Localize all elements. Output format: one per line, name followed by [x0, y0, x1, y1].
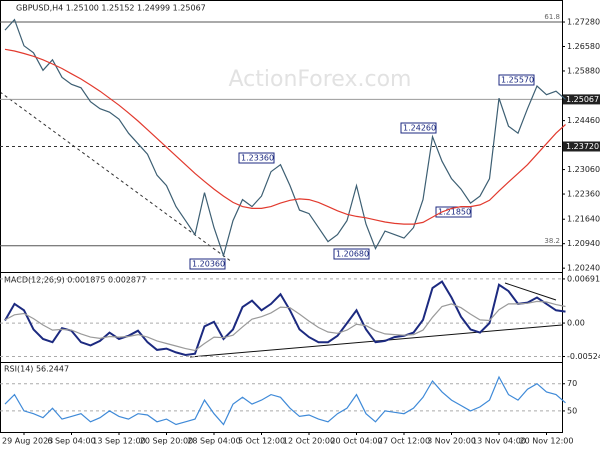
annotation-box — [435, 206, 472, 218]
annotation: 1.20680 — [336, 250, 369, 259]
price-tag-label: 1.25067 — [566, 95, 599, 104]
y-tick-label: 1.27280 — [567, 18, 600, 27]
x-tick-label: 13 Sep 12:00 — [92, 437, 145, 446]
panel-title: MACD(12,26,9) 0.001875 0.002877 — [4, 276, 146, 285]
annotation: 1.21850 — [438, 208, 471, 217]
trend-line — [189, 324, 563, 358]
y-tick-label: 1.21640 — [567, 215, 600, 224]
trend-line — [504, 282, 557, 301]
series-line — [4, 280, 566, 357]
annotation-box — [400, 122, 437, 134]
y-tick-label: 1.24460 — [567, 116, 600, 125]
series-line — [4, 300, 566, 352]
panel-title: RSI(14) 56.2447 — [4, 365, 69, 374]
series-line — [4, 48, 566, 225]
fib-label: 38.2 — [544, 237, 560, 245]
price-tag-label: 1.23720 — [566, 142, 599, 151]
x-tick-label: 29 Aug 2023 — [2, 437, 53, 446]
price-tag — [563, 94, 600, 105]
x-tick-label: 12 Oct 20:00 — [283, 437, 335, 446]
x-tick-label: 20 Nov 12:00 — [520, 437, 574, 446]
x-tick-label: 27 Oct 12:00 — [378, 437, 430, 446]
y-tick-label: -0.005241 — [567, 352, 600, 361]
annotation-box — [498, 74, 535, 86]
y-tick-label: 1.20240 — [567, 264, 600, 273]
watermark: ActionForex.com — [229, 67, 412, 92]
annotation: 1.24260 — [403, 124, 436, 133]
panel-frame — [0, 0, 563, 273]
annotation: 1.20360 — [192, 260, 225, 269]
y-tick-label: 0.006915 — [567, 274, 600, 283]
annotation: 1.25570 — [501, 76, 534, 85]
x-tick-label: 20 Oct 04:00 — [330, 437, 382, 446]
annotation: 1.23360 — [241, 154, 274, 163]
x-tick-label: 13 Nov 04:00 — [472, 437, 526, 446]
price-tag — [563, 141, 600, 152]
x-tick-label: 3 Nov 20:00 — [427, 437, 476, 446]
y-tick-label: 1.25880 — [567, 66, 600, 75]
y-tick-label: 1.20940 — [567, 239, 600, 248]
x-tick-label: 6 Sep 04:00 — [47, 437, 95, 446]
y-tick-label: 1.22360 — [567, 190, 600, 199]
annotation-box — [238, 152, 275, 164]
chart-title: GBPUSD,H4 1.25100 1.25152 1.24999 1.2506… — [16, 4, 206, 13]
y-tick-label: 0.00 — [567, 319, 585, 328]
y-tick-label: 1.23060 — [567, 165, 600, 174]
panel-frame — [0, 362, 563, 433]
x-tick-label: 20 Sep 20:00 — [140, 437, 193, 446]
x-tick-label: 28 Sep 04:00 — [187, 437, 240, 446]
x-tick-label: 5 Oct 12:00 — [238, 437, 285, 446]
y-tick-label: 1.26580 — [567, 42, 600, 51]
annotation-box — [333, 248, 370, 260]
y-tick-label: 70 — [567, 379, 577, 388]
series-line — [4, 18, 566, 258]
annotation-box — [189, 258, 226, 270]
fib-label: 61.8 — [544, 13, 560, 21]
series-line — [4, 375, 566, 426]
y-tick-label: 50 — [567, 406, 577, 415]
